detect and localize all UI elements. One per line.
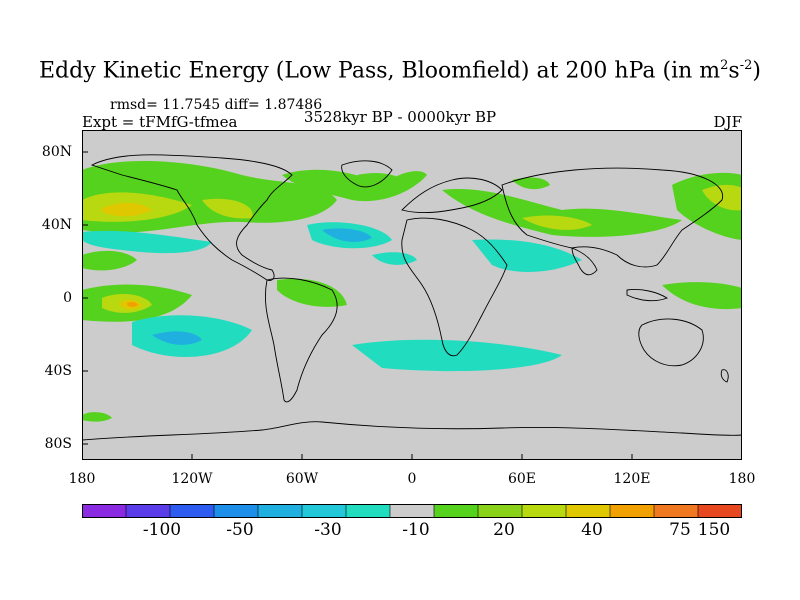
lat-label-40s: 40S — [44, 363, 72, 379]
coastline-asia — [501, 167, 724, 268]
colorbar-swatches — [82, 504, 742, 518]
anomaly-area — [702, 184, 742, 211]
anomaly-shading — [82, 160, 742, 422]
coastlines — [82, 154, 742, 441]
colorbar-swatch — [609, 504, 655, 518]
anomaly-area — [472, 239, 582, 272]
colorbar — [82, 504, 742, 518]
lon-label-120e: 120E — [613, 471, 651, 487]
colorbar-swatch — [521, 504, 567, 518]
colorbar-swatch — [213, 504, 259, 518]
colorbar-swatch — [565, 504, 611, 518]
colorbar-swatch — [433, 504, 479, 518]
colorbar-label: 20 — [493, 520, 515, 540]
colorbar-swatch — [389, 504, 435, 518]
colorbar-label: 150 — [697, 520, 731, 540]
colorbar-swatch — [82, 504, 127, 518]
coastline-greenland — [341, 160, 393, 188]
colorbar-swatch — [477, 504, 523, 518]
colorbar-label: 75 — [669, 520, 691, 540]
axis-ticks — [82, 151, 633, 460]
coastline-europe — [401, 177, 503, 214]
coastline-south-america — [264, 277, 338, 403]
title-main: Eddy Kinetic Energy (Low Pass, Bloomfiel… — [39, 58, 721, 84]
anomaly-area — [202, 198, 253, 219]
lon-label-180e: 180 — [728, 471, 756, 487]
title-sup1: 2 — [720, 58, 729, 73]
colorbar-label: -50 — [226, 520, 254, 540]
lat-label-40n: 40N — [41, 217, 72, 233]
lat-label-80s: 80S — [44, 436, 72, 452]
lat-label-80n: 80N — [41, 144, 72, 160]
colorbar-swatch — [169, 504, 215, 518]
colorbar-swatch — [697, 504, 742, 518]
lon-label-60w: 60W — [285, 471, 319, 487]
title-sup2: -2 — [739, 58, 753, 73]
stats-label: rmsd= 11.7545 diff= 1.87486 — [110, 97, 323, 113]
coastline-africa — [401, 217, 508, 357]
anomaly-area — [102, 202, 152, 217]
coastline-india — [571, 247, 598, 276]
colorbar-swatch — [301, 504, 347, 518]
lon-label-120w: 120W — [171, 471, 213, 487]
anomaly-area — [662, 282, 742, 310]
colorbar-label: 40 — [581, 520, 603, 540]
experiment-label: Expt = tFMfG-tfmea — [82, 113, 238, 131]
title-mid: s — [728, 58, 740, 84]
title-end: ) — [752, 58, 761, 84]
colorbar-label: -100 — [142, 520, 182, 540]
coastline-antarctica — [82, 421, 742, 441]
anomaly-area — [82, 412, 112, 422]
anomaly-area — [357, 173, 407, 187]
anomaly-area — [277, 278, 347, 307]
chart-title: Eddy Kinetic Energy (Low Pass, Bloomfiel… — [0, 58, 800, 83]
season-label: DJF — [713, 113, 742, 131]
map-plot — [82, 130, 742, 460]
coastline-maritime — [626, 289, 669, 302]
anomaly-area — [127, 301, 138, 307]
coastline-australia — [638, 318, 704, 367]
colorbar-swatch — [345, 504, 391, 518]
colorbar-label: -30 — [314, 520, 342, 540]
anomaly-area — [522, 215, 592, 230]
lon-label-60e: 60E — [507, 471, 537, 487]
colorbar-label: -10 — [402, 520, 430, 540]
colorbar-swatch — [653, 504, 699, 518]
coastline-north-america — [90, 154, 293, 281]
colorbar-swatch — [125, 504, 171, 518]
anomaly-area — [152, 331, 202, 345]
colorbar-swatch — [257, 504, 303, 518]
coastline-new-zealand — [720, 369, 729, 383]
lat-label-0: 0 — [63, 290, 72, 306]
anomaly-area — [322, 228, 372, 242]
period-label: 3528kyr BP - 0000kyr BP — [303, 108, 497, 126]
anomaly-area — [512, 177, 550, 190]
lon-label-0: 0 — [407, 471, 417, 487]
anomaly-area — [82, 230, 212, 254]
anomaly-area — [442, 189, 682, 237]
lon-label-180w: 180 — [68, 471, 96, 487]
anomaly-area — [282, 169, 427, 202]
anomaly-area — [82, 250, 137, 271]
